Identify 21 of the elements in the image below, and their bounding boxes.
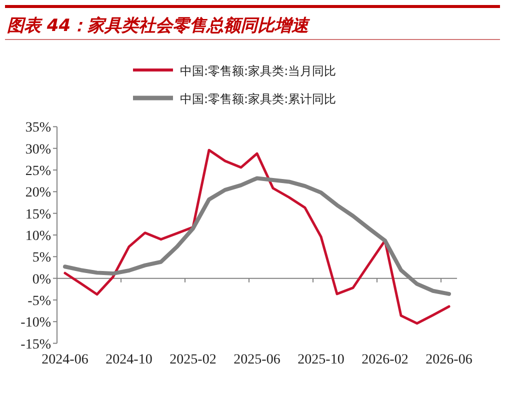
x-tick-label: 2024-06: [42, 352, 88, 368]
y-tick-label: 25%: [25, 164, 52, 180]
x-tick-label: 2025-06: [234, 352, 280, 368]
y-tick-label: 5%: [32, 250, 52, 266]
y-tick-label: 0%: [32, 272, 52, 288]
y-tick-label: -15%: [20, 337, 52, 352]
legend-label: 中国:零售额:家具类:累计同比: [180, 92, 336, 106]
x-tick-label: 2025-10: [298, 352, 344, 368]
y-tick-label: -5%: [28, 294, 52, 309]
y-tick-label: 30%: [25, 142, 52, 158]
legend-label: 中国:零售额:家具类:当月同比: [180, 64, 336, 78]
y-tick-label: -10%: [20, 316, 52, 331]
title: 图表 44：家具类社会零售总额同比增速: [7, 16, 309, 36]
x-tick-label: 2026-02: [362, 352, 408, 368]
y-tick-label: 15%: [25, 207, 52, 222]
y-tick-label: 20%: [25, 186, 52, 201]
y-tick-label: 10%: [25, 229, 52, 244]
y-tick-label: 35%: [25, 120, 52, 136]
x-tick-label: 2025-02: [170, 352, 216, 368]
x-tick-label: 2026-06: [426, 352, 472, 368]
x-tick-label: 2024-10: [106, 352, 152, 368]
